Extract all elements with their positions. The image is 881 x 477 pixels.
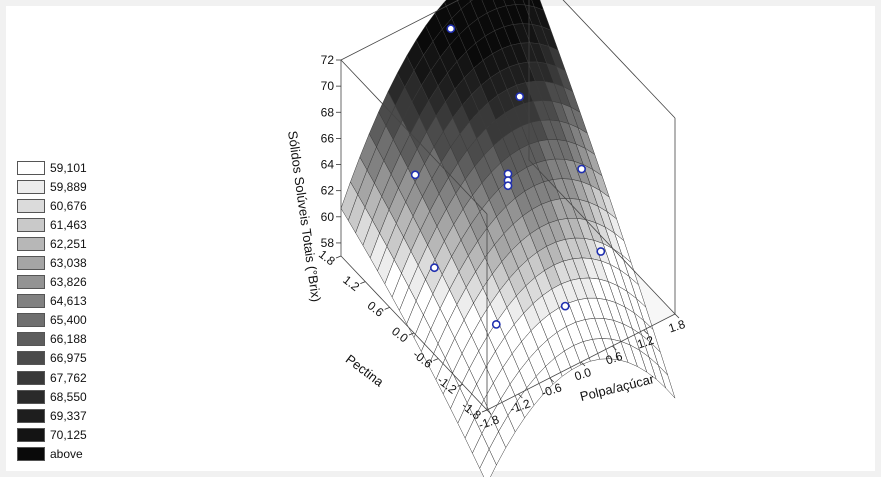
x-tick bbox=[643, 329, 648, 335]
legend-item: 62,251 bbox=[17, 234, 127, 253]
data-point bbox=[503, 181, 513, 191]
x-tick-label: -0.6 bbox=[539, 380, 563, 400]
legend-item: 66,975 bbox=[17, 349, 127, 368]
box-top-edge bbox=[562, 0, 676, 119]
legend-item: 67,762 bbox=[17, 368, 127, 387]
legend-swatch bbox=[17, 217, 45, 232]
legend-item: 63,826 bbox=[17, 273, 127, 292]
y-tick bbox=[457, 383, 463, 387]
legend-swatch bbox=[17, 351, 45, 366]
y-tick bbox=[335, 255, 342, 259]
legend-swatch bbox=[17, 389, 45, 404]
data-point bbox=[577, 164, 586, 174]
x-tick-label: 1.8 bbox=[667, 317, 688, 336]
legend-swatch bbox=[17, 332, 45, 347]
legend-item: 64,613 bbox=[17, 292, 127, 311]
legend-swatch bbox=[17, 427, 45, 442]
legend-label: 62,251 bbox=[50, 236, 87, 251]
box-floor-edge bbox=[528, 159, 676, 315]
legend-label: 65,400 bbox=[50, 313, 87, 328]
z-tick-label: 64 bbox=[321, 158, 335, 172]
surface-patch bbox=[479, 448, 497, 477]
legend-item: 61,463 bbox=[17, 215, 127, 234]
data-point bbox=[596, 247, 606, 256]
legend-label: 64,613 bbox=[50, 294, 87, 309]
x-tick bbox=[674, 313, 680, 319]
y-tick bbox=[433, 358, 439, 362]
x-tick bbox=[580, 361, 586, 367]
legend-label: 61,463 bbox=[50, 217, 87, 232]
legend-item: 65,400 bbox=[17, 311, 127, 330]
legend-label: 68,550 bbox=[50, 389, 87, 404]
legend-swatch bbox=[17, 160, 45, 175]
y-tick bbox=[408, 332, 415, 336]
x-tick bbox=[612, 345, 617, 351]
z-tick-label: 68 bbox=[321, 105, 335, 119]
legend-label: 63,826 bbox=[50, 275, 87, 290]
legend-label: 63,038 bbox=[50, 256, 87, 271]
legend-item: 68,550 bbox=[17, 387, 127, 406]
z-tick-label: 70 bbox=[321, 79, 335, 93]
legend-label: 66,188 bbox=[50, 332, 87, 347]
legend-swatch bbox=[17, 446, 45, 461]
x-tick-label: 0.6 bbox=[604, 349, 625, 368]
legend-label: above bbox=[50, 446, 83, 461]
y-tick bbox=[384, 306, 390, 310]
legend-item: above bbox=[17, 444, 127, 463]
data-point bbox=[429, 263, 439, 273]
data-point bbox=[446, 24, 456, 34]
legend-item: 63,038 bbox=[17, 253, 127, 272]
legend-item: 59,889 bbox=[17, 177, 127, 196]
x-tick-label: -1.2 bbox=[508, 396, 532, 416]
legend-item: 70,125 bbox=[17, 425, 127, 444]
z-tick-label: 72 bbox=[321, 53, 335, 67]
legend-item: 60,676 bbox=[17, 196, 127, 215]
data-point bbox=[515, 92, 525, 101]
y-tick bbox=[360, 281, 366, 285]
legend-label: 70,125 bbox=[50, 427, 87, 442]
legend-label: 59,101 bbox=[50, 160, 87, 175]
color-legend: 59,101 59,889 60,676 61,463 62,251 63,038 63,8… bbox=[17, 158, 127, 464]
data-points bbox=[410, 24, 606, 329]
x-tick-label: 1.2 bbox=[635, 333, 656, 352]
box-top-edge bbox=[340, 0, 460, 61]
legend-swatch bbox=[17, 198, 45, 213]
legend-item: 69,337 bbox=[17, 406, 127, 425]
legend-label: 59,889 bbox=[50, 179, 87, 194]
box-top-edge bbox=[340, 59, 488, 215]
legend-swatch bbox=[17, 313, 45, 328]
y-tick bbox=[481, 409, 488, 413]
x-tick-label: -1.8 bbox=[477, 412, 501, 432]
x-tick-label: 0.0 bbox=[573, 365, 594, 384]
legend-item: 66,188 bbox=[17, 330, 127, 349]
x-tick bbox=[549, 377, 554, 383]
legend-label: 67,762 bbox=[50, 370, 87, 385]
x-tick bbox=[518, 393, 523, 399]
x-tick bbox=[486, 409, 492, 415]
z-tick-label: 60 bbox=[321, 210, 335, 224]
z-tick-label: 66 bbox=[321, 131, 335, 145]
legend-swatch bbox=[17, 236, 45, 251]
legend-swatch bbox=[17, 294, 45, 309]
legend-label: 66,975 bbox=[50, 351, 87, 366]
response-surface bbox=[340, 0, 676, 477]
legend-item: 59,101 bbox=[17, 158, 127, 177]
legend-swatch bbox=[17, 179, 45, 194]
z-tick-label: 62 bbox=[321, 184, 335, 198]
z-tick-label: 58 bbox=[321, 236, 335, 250]
legend-swatch bbox=[17, 275, 45, 290]
legend-label: 60,676 bbox=[50, 198, 87, 213]
data-point bbox=[491, 319, 501, 329]
legend-swatch bbox=[17, 370, 45, 385]
data-point bbox=[410, 170, 420, 180]
legend-label: 69,337 bbox=[50, 408, 87, 423]
legend-swatch bbox=[17, 256, 45, 271]
legend-swatch bbox=[17, 408, 45, 423]
data-point bbox=[560, 301, 570, 311]
